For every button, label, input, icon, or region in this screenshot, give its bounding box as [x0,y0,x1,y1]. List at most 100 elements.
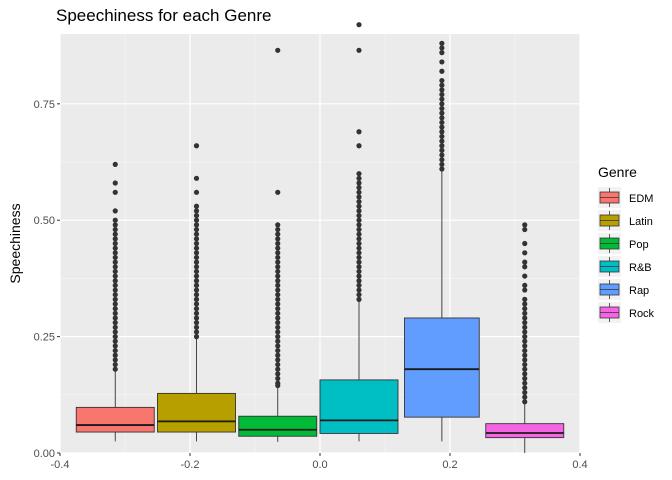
outlier-point [439,82,445,88]
outlier-point [193,292,200,298]
outlier-point [439,50,445,56]
y-tick-label: 0.00 [34,448,55,460]
outlier-point [193,236,200,242]
outlier-point [439,105,445,112]
outlier-point [522,324,528,330]
outlier-point [439,101,445,107]
outlier-point [193,208,200,214]
outlier-point [356,296,362,302]
outlier-point [522,306,528,312]
outlier-point [275,259,281,265]
outlier-point [439,166,445,172]
outlier-point [522,320,528,326]
outlier-point [275,254,281,261]
outlier-point [356,287,362,293]
outlier-point [522,287,528,293]
outlier-point [522,343,528,349]
outlier-point [112,226,118,233]
outlier-point [193,273,200,279]
outlier-point [522,347,528,354]
outlier-point [275,310,281,316]
outlier-point [522,371,528,377]
outlier-point [356,245,362,251]
outlier-point [112,296,118,302]
outlier-point [275,315,281,321]
outlier-point [439,138,445,144]
outlier-point [439,124,445,130]
outlier-point [275,375,281,382]
outlier-point [275,250,281,256]
outlier-point [356,208,362,214]
outlier-point [522,338,528,344]
outlier-point [439,133,445,140]
chart-title: Speechiness for each Genre [56,6,272,25]
outlier-point [275,240,281,247]
outlier-point [193,282,200,288]
outlier-point [356,254,362,261]
outlier-point [193,324,200,330]
outlier-point [522,296,528,302]
outlier-point [356,180,362,186]
x-tick-label: 0.0 [312,459,327,471]
outlier-point [439,110,445,116]
outlier-point [275,347,281,354]
outlier-point [439,115,445,121]
outlier-point [522,273,528,279]
y-tick-label: 0.25 [34,332,55,344]
outlier-point [112,287,118,293]
outlier-point [356,199,362,205]
outlier-point [522,250,528,256]
outlier-point [193,296,200,302]
outlier-point [193,315,200,321]
outlier-point [356,292,362,298]
outlier-point [439,77,445,84]
outlier-point [356,240,362,247]
outlier-point [356,189,362,195]
outlier-point [112,292,118,298]
outlier-point [522,226,528,233]
outlier-point [275,296,281,302]
outlier-point [193,189,200,195]
outlier-point [275,282,281,288]
outlier-point [439,143,445,149]
outlier-point [275,278,281,284]
outlier-point [275,264,281,270]
outlier-point [193,254,200,261]
outlier-point [112,361,118,368]
outlier-point [193,175,200,181]
x-tick-label: 0.4 [572,459,587,471]
outlier-point [112,343,118,349]
outlier-point [439,157,445,163]
legend-label: Latin [629,216,653,228]
outlier-point [275,226,281,233]
legend-label: R&B [629,262,652,274]
outlier-point [193,306,200,312]
outlier-point [112,268,118,275]
outlier-point [275,343,281,349]
outlier-point [356,175,362,181]
outlier-point [193,264,200,270]
outlier-point [356,273,362,279]
outlier-point [275,366,281,372]
outlier-point [112,189,118,195]
legend-label: EDM [629,193,653,205]
outlier-point [275,324,281,330]
outlier-point [522,357,528,363]
outlier-point [356,143,362,149]
box-rb [319,379,399,434]
outlier-point [112,273,118,279]
outlier-point [356,217,362,223]
outlier-point [275,268,281,275]
outlier-point [522,282,528,288]
outlier-point [439,91,445,98]
outlier-point [193,250,200,256]
outlier-point [439,161,445,167]
outlier-point [356,185,362,191]
outlier-point [193,310,200,316]
outlier-point [193,222,200,228]
outlier-point [439,45,445,51]
outlier-point [112,347,118,354]
outlier-point [522,329,528,335]
legend-title: Genre [598,164,637,180]
outlier-point [522,380,528,386]
